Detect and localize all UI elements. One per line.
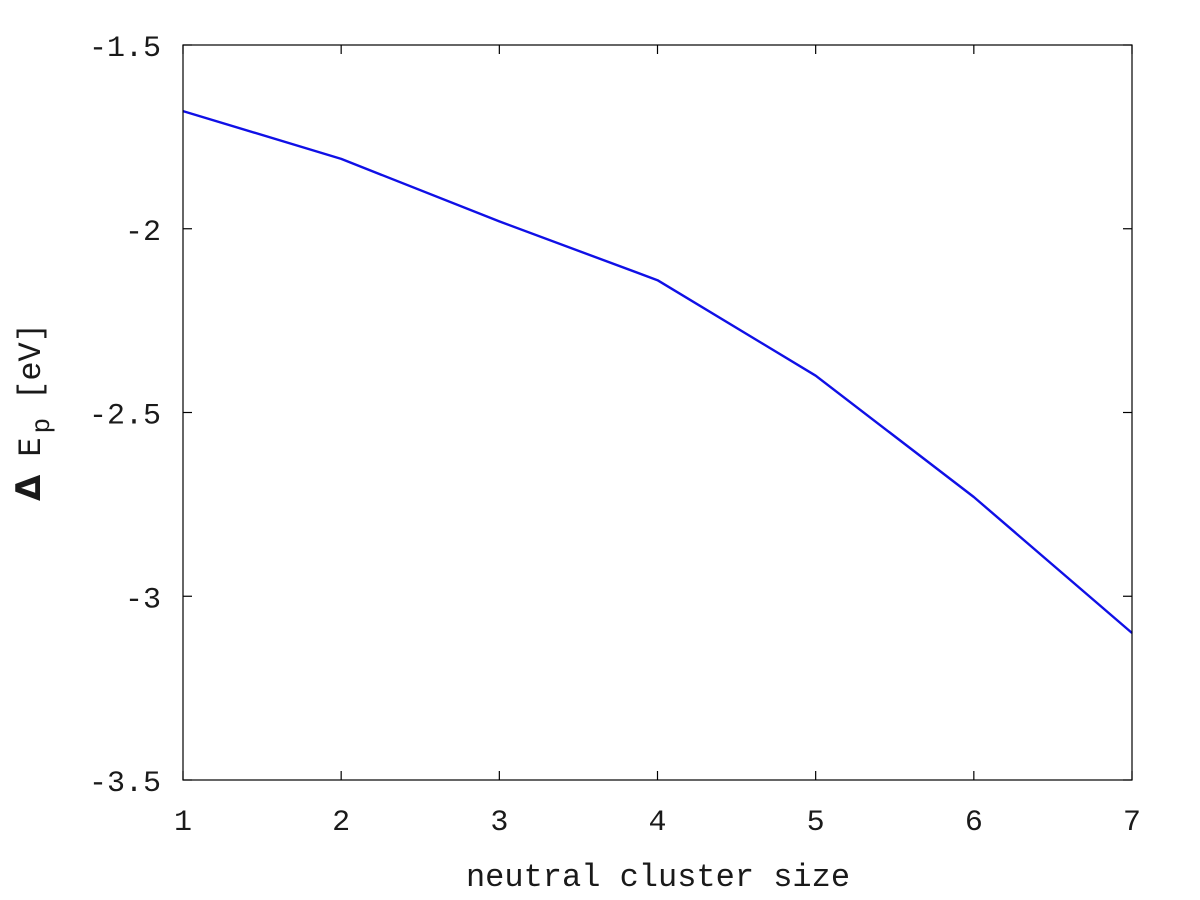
y-axis-unit: [eV] bbox=[13, 323, 50, 400]
x-tick-label: 4 bbox=[648, 806, 666, 840]
tick-layer: 1 2 3 4 5 6 7 -1.5 -2 -2.5 -3 -3.5 bbox=[89, 32, 1141, 840]
y-tick-label: -3.5 bbox=[89, 767, 161, 801]
x-axis-title: neutral cluster size bbox=[466, 859, 850, 896]
y-tick-label: -1.5 bbox=[89, 32, 161, 66]
x-tick-label: 6 bbox=[965, 806, 983, 840]
y-axis-title: Δ E p [eV] bbox=[9, 323, 57, 501]
x-tick-label: 3 bbox=[490, 806, 508, 840]
y-axis-subscript: p bbox=[27, 418, 57, 434]
x-tick-label: 5 bbox=[807, 806, 825, 840]
x-tick-label: 2 bbox=[332, 806, 350, 840]
y-tick-label: -2.5 bbox=[89, 400, 161, 434]
y-tick-label: -2 bbox=[125, 216, 161, 250]
y-axis-main: E bbox=[13, 437, 50, 456]
y-tick-label: -3 bbox=[125, 583, 161, 617]
x-tick-label: 7 bbox=[1123, 806, 1141, 840]
x-tick-label: 1 bbox=[174, 806, 192, 840]
svg-text:Δ E p [eV]: Δ E p [eV] bbox=[9, 323, 57, 501]
y-axis-delta-symbol: Δ bbox=[9, 474, 49, 501]
